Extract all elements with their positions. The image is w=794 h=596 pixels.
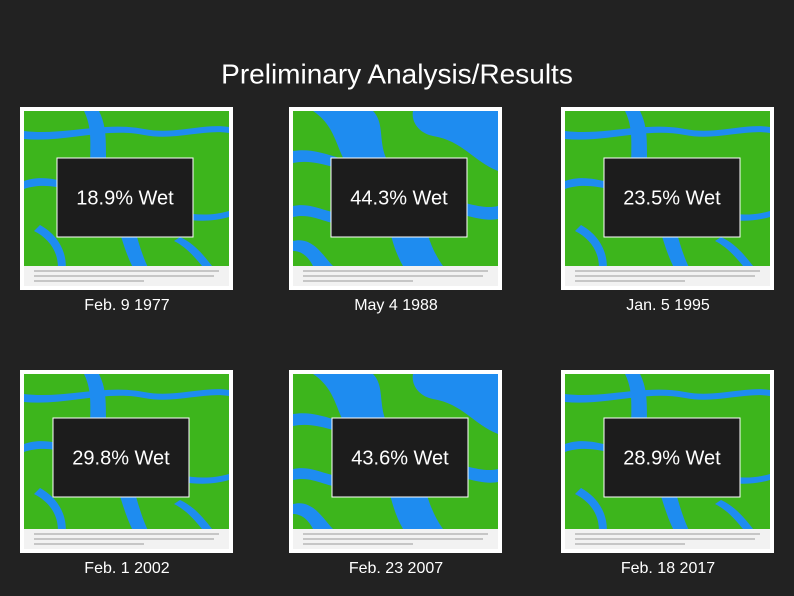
slide-title: Preliminary Analysis/Results xyxy=(221,58,573,89)
wet-label: 28.9% Wet xyxy=(623,447,721,469)
date-label: Jan. 5 1995 xyxy=(626,297,710,314)
wet-label: 44.3% Wet xyxy=(350,187,448,209)
date-label: May 4 1988 xyxy=(354,297,438,314)
panel-grid: 18.9% Wet Feb. 9 1977 44.3% Wet May 4 1988 2… xyxy=(20,107,774,577)
label-box xyxy=(603,417,741,498)
label-box xyxy=(331,417,469,498)
wet-label: 29.8% Wet xyxy=(72,447,170,469)
map-panel: 28.9% Wet Feb. 18 2017 xyxy=(561,370,774,577)
label-box xyxy=(330,157,468,238)
date-label: Feb. 9 1977 xyxy=(84,297,170,314)
map-panel: 18.9% Wet Feb. 9 1977 xyxy=(20,107,233,314)
map-panel: 44.3% Wet May 4 1988 xyxy=(289,107,502,314)
map-panel: 43.6% Wet Feb. 23 2007 xyxy=(289,370,502,577)
map-panel: 29.8% Wet Feb. 1 2002 xyxy=(20,370,233,577)
label-box xyxy=(56,157,194,238)
map-panel: 23.5% Wet Jan. 5 1995 xyxy=(561,107,774,314)
wet-label: 23.5% Wet xyxy=(623,187,721,209)
label-box xyxy=(52,417,190,498)
date-label: Feb. 23 2007 xyxy=(349,560,443,577)
wet-label: 18.9% Wet xyxy=(76,187,174,209)
label-box xyxy=(603,157,741,238)
date-label: Feb. 18 2017 xyxy=(621,560,715,577)
wet-label: 43.6% Wet xyxy=(351,447,449,469)
date-label: Feb. 1 2002 xyxy=(84,560,170,577)
